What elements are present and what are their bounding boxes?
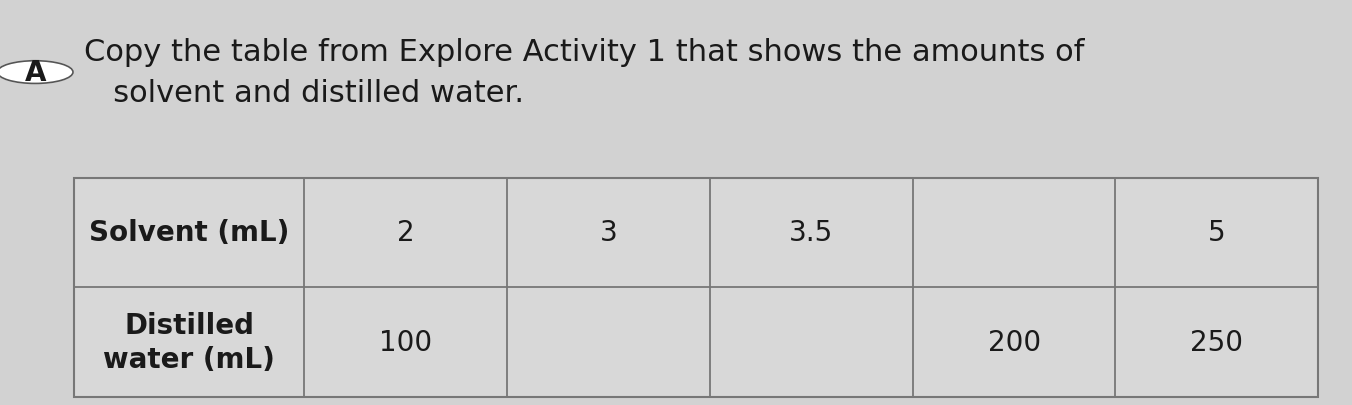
Text: 5: 5 [1209,219,1226,247]
Bar [74,178,1318,397]
Text: 3: 3 [600,219,618,247]
Text: 200: 200 [987,328,1041,356]
Text: A: A [24,59,46,87]
Text: Copy the table from Explore Activity 1 that shows the amounts of
   solvent and : Copy the table from Explore Activity 1 t… [84,38,1084,108]
Circle shape [0,62,73,84]
Text: 3.5: 3.5 [790,219,833,247]
Text: 100: 100 [380,328,433,356]
Text: 2: 2 [397,219,415,247]
Text: 250: 250 [1190,328,1244,356]
Text: Solvent (mL): Solvent (mL) [89,219,289,247]
Text: Distilled
water (mL): Distilled water (mL) [104,311,276,373]
